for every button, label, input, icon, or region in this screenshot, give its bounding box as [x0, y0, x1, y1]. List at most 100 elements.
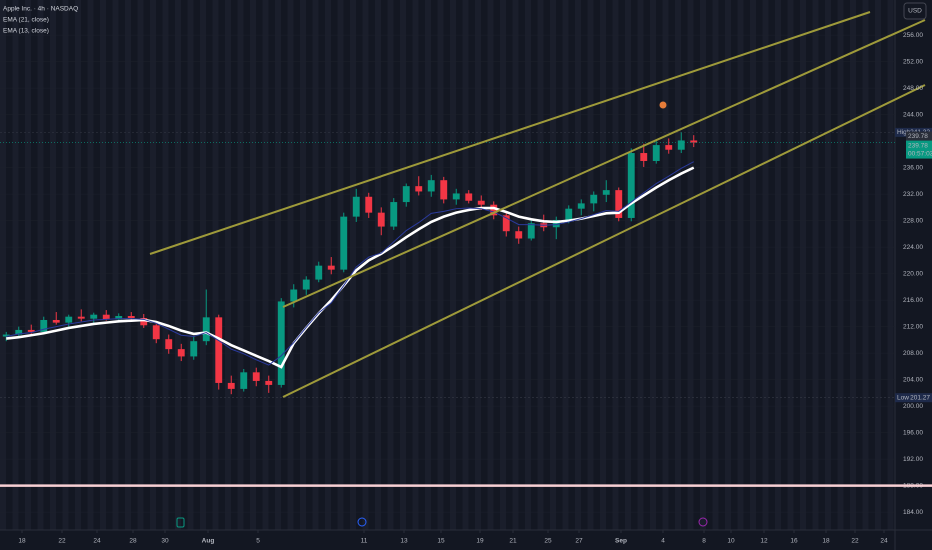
- y-tick-label: 208.00: [903, 350, 923, 357]
- candle-body: [240, 372, 248, 389]
- x-tick-label: 13: [400, 538, 408, 545]
- candle-body: [690, 140, 698, 143]
- candle-body: [315, 265, 323, 280]
- y-tick-label: 244.00: [903, 111, 923, 118]
- y-tick-label: 236.00: [903, 164, 923, 171]
- event-icons: [176, 101, 708, 528]
- candle-body: [465, 193, 473, 201]
- x-tick-label: 18: [18, 538, 26, 545]
- x-tick-label: 21: [509, 538, 517, 545]
- marker-value: 201.27: [910, 394, 930, 401]
- x-tick-label: 24: [880, 538, 888, 545]
- candle-body: [552, 219, 560, 228]
- y-tick-label: 224.00: [903, 244, 923, 251]
- candle-body: [577, 203, 585, 209]
- last-price-tag: [906, 140, 932, 159]
- y-tick-label: 220.00: [903, 270, 923, 277]
- price-tag-value: 239.78: [908, 133, 928, 140]
- x-tick-label: 12: [760, 538, 768, 545]
- candle-body: [565, 208, 573, 220]
- candle-body: [77, 316, 85, 319]
- candle-body: [27, 329, 35, 332]
- x-tick-label: 28: [129, 538, 137, 545]
- x-tick-label: 18: [822, 538, 830, 545]
- y-tick-label: 216.00: [903, 297, 923, 304]
- x-tick-label: 27: [575, 538, 583, 545]
- x-tick-label: 8: [702, 538, 706, 545]
- candle-body: [590, 194, 598, 204]
- y-tick-label: 212.00: [903, 323, 923, 330]
- price-tag: [906, 131, 932, 141]
- currency[interactable]: USD: [908, 8, 922, 15]
- candle-body: [402, 186, 410, 203]
- candle-body: [265, 380, 273, 385]
- marker-label: High: [897, 129, 911, 136]
- y-tick-label: 256.00: [903, 32, 923, 39]
- trend-line: [282, 84, 926, 398]
- candle-body: [427, 180, 435, 192]
- session-shading: [0, 0, 895, 530]
- candle-body: [352, 196, 360, 217]
- trend-lines: [149, 11, 926, 398]
- candle-body: [390, 202, 398, 227]
- candle-body: [127, 316, 135, 318]
- legend-entry: EMA (21, close): [3, 17, 49, 24]
- plot-area: [0, 34, 895, 513]
- candle-body: [602, 190, 610, 195]
- x-tick-label: 22: [851, 538, 859, 545]
- x-tick-label: 19: [476, 538, 484, 545]
- legend-entry: EMA (13, close): [3, 28, 49, 35]
- chart-title: Apple Inc. · 4h · NASDAQ: [3, 6, 78, 13]
- y-tick-label: 200.00: [903, 403, 923, 410]
- candle-body: [377, 212, 385, 227]
- candle-body: [665, 145, 673, 150]
- candle-body: [90, 314, 98, 319]
- candle-body: [515, 231, 523, 239]
- candle-body: [40, 319, 48, 332]
- event-icon[interactable]: [698, 517, 708, 527]
- currency-button[interactable]: [903, 2, 927, 20]
- countdown: 00:57:03: [908, 150, 932, 157]
- candle-body: [202, 317, 210, 342]
- candle-body: [327, 265, 335, 270]
- x-tick-label: 5: [256, 538, 260, 545]
- candle-body: [440, 180, 448, 200]
- y-tick-label: 184.00: [903, 509, 923, 516]
- x-tick-label: 30: [161, 538, 169, 545]
- candle-body: [177, 349, 185, 357]
- candle-body: [415, 186, 423, 192]
- candle-body: [52, 319, 60, 323]
- candle-body: [277, 301, 285, 385]
- candle-body: [165, 339, 173, 350]
- candle-body: [502, 215, 510, 232]
- event-icon[interactable]: [176, 517, 185, 528]
- x-tick-label: 15: [437, 538, 445, 545]
- candle-body: [2, 334, 10, 337]
- y-tick-label: 204.00: [903, 376, 923, 383]
- x-tick-label: 22: [58, 538, 66, 545]
- marker-tag: [895, 393, 932, 403]
- x-tick-label: 24: [93, 538, 101, 545]
- x-tick-label: 10: [727, 538, 735, 545]
- candle-body: [115, 316, 123, 320]
- y-tick-label: 196.00: [903, 429, 923, 436]
- candle-body: [652, 145, 660, 161]
- candle-body: [152, 325, 160, 340]
- trend-line: [149, 11, 871, 255]
- candle-body: [677, 140, 685, 150]
- candle-body: [302, 279, 310, 290]
- candle-body: [102, 314, 110, 320]
- y-tick-label: 252.00: [903, 58, 923, 65]
- x-tick-label: 11: [361, 538, 368, 545]
- y-tick-label: 192.00: [903, 456, 923, 463]
- x-tick-label: 16: [790, 538, 798, 545]
- event-icon[interactable]: [357, 517, 367, 527]
- candle-body: [252, 372, 260, 381]
- x-tick-label: Sep: [615, 538, 627, 545]
- drawing-icon[interactable]: [659, 101, 667, 109]
- candle-body: [15, 329, 23, 335]
- last-price-value: 239.78: [908, 142, 928, 149]
- candle-body: [227, 382, 235, 389]
- candle-body: [615, 190, 623, 218]
